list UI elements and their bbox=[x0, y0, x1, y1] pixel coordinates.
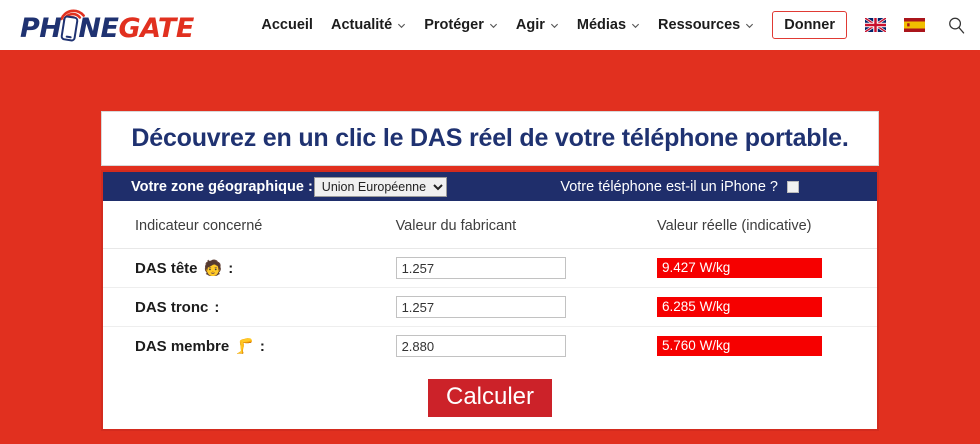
chevron-down-icon bbox=[550, 23, 558, 28]
zone-select[interactable]: Union Européenne bbox=[313, 176, 447, 197]
logo-text-part2: NE bbox=[78, 13, 119, 44]
leg-emoji: 🦵 bbox=[235, 337, 254, 355]
main-navigation: Accueil Actualité Protéger Agir Médias bbox=[152, 11, 966, 39]
chevron-down-icon bbox=[746, 23, 754, 28]
phonegate-logo[interactable]: PH NE GATE bbox=[12, 4, 194, 46]
nav-item-label: Agir bbox=[515, 17, 545, 33]
logo-text-part3: GATE bbox=[118, 13, 194, 44]
real-value-cell: 6.285 W/kg bbox=[657, 287, 877, 327]
zone-label: Votre zone géographique : bbox=[131, 178, 313, 195]
table-row: DAS tête 🧑 : 9.427 W/kg bbox=[103, 248, 877, 288]
site-header: PH NE GATE Accueil Actualité Protéger Ag… bbox=[0, 0, 980, 50]
zone-bar: Votre zone géographique : Union Européen… bbox=[103, 172, 877, 201]
nav-item-ressources[interactable]: Ressources bbox=[658, 17, 754, 33]
phone-icon bbox=[60, 14, 80, 43]
real-value-cell: 5.760 W/kg bbox=[657, 327, 877, 366]
content-wrapper: Découvrez en un clic le DAS réel de votr… bbox=[101, 111, 879, 431]
das-table: Indicateur concerné Valeur du fabricant … bbox=[103, 201, 877, 365]
manufacturer-cell bbox=[395, 327, 657, 366]
chevron-down-icon bbox=[398, 23, 406, 28]
flag-spain-icon[interactable] bbox=[904, 18, 925, 32]
indicator-name: DAS membre 🦵 : bbox=[135, 338, 396, 355]
manufacturer-value-input[interactable] bbox=[395, 335, 566, 357]
nav-item-proteger[interactable]: Protéger bbox=[424, 17, 498, 33]
nav-item-medias[interactable]: Médias bbox=[577, 17, 640, 33]
nav-item-label: Protéger bbox=[424, 17, 484, 33]
nav-item-label: Accueil bbox=[261, 17, 313, 33]
indicator-name: DAS tronc : bbox=[135, 299, 396, 316]
indicator-suffix: : bbox=[214, 298, 220, 316]
calculate-button[interactable]: Calculer bbox=[427, 379, 553, 417]
nav-item-agir[interactable]: Agir bbox=[516, 17, 559, 33]
indicator-cell: DAS tronc : bbox=[103, 287, 396, 327]
table-row: DAS tronc : 6.285 W/kg bbox=[103, 287, 877, 327]
indicator-cell: DAS membre 🦵 : bbox=[103, 327, 396, 366]
table-header-row: Indicateur concerné Valeur du fabricant … bbox=[103, 201, 877, 249]
real-value-badge: 5.760 W/kg bbox=[657, 336, 823, 356]
nav-item-actualite[interactable]: Actualité bbox=[331, 17, 406, 33]
manufacturer-value-input[interactable] bbox=[395, 296, 566, 318]
indicator-label: DAS membre bbox=[135, 337, 230, 355]
column-header-indicator: Indicateur concerné bbox=[103, 201, 396, 249]
indicator-suffix: : bbox=[259, 337, 265, 355]
nav-item-label: Médias bbox=[576, 17, 627, 33]
real-value-cell: 9.427 W/kg bbox=[657, 248, 877, 288]
table-row: DAS membre 🦵 : 5.760 W/kg bbox=[103, 327, 877, 366]
indicator-label: DAS tronc bbox=[135, 298, 209, 316]
calculate-row: Calculer bbox=[103, 365, 877, 417]
iphone-question-group: Votre téléphone est-il un iPhone ? bbox=[560, 179, 855, 195]
hero-section: Découvrez en un clic le DAS réel de votr… bbox=[0, 50, 980, 444]
logo-wordmark: PH NE GATE bbox=[20, 13, 194, 44]
indicator-cell: DAS tête 🧑 : bbox=[103, 248, 396, 288]
manufacturer-value-input[interactable] bbox=[395, 257, 566, 279]
indicator-name: DAS tête 🧑 : bbox=[135, 260, 396, 277]
column-header-real: Valeur réelle (indicative) bbox=[657, 201, 877, 249]
nav-item-label: Actualité bbox=[330, 17, 393, 33]
donate-button[interactable]: Donner bbox=[772, 11, 847, 39]
real-value-badge: 9.427 W/kg bbox=[657, 258, 823, 278]
indicator-suffix: : bbox=[228, 259, 234, 277]
head-emoji: 🧑 bbox=[203, 259, 223, 277]
das-calculator-panel: Votre zone géographique : Union Européen… bbox=[101, 170, 879, 431]
iphone-question-label: Votre téléphone est-il un iPhone ? bbox=[560, 178, 778, 195]
chevron-down-icon bbox=[489, 23, 497, 28]
real-value-badge: 6.285 W/kg bbox=[657, 297, 823, 317]
flag-uk-icon[interactable] bbox=[865, 18, 886, 32]
manufacturer-cell bbox=[395, 248, 658, 288]
page-title: Découvrez en un clic le DAS réel de votr… bbox=[131, 124, 849, 152]
logo-text-part1: PH bbox=[20, 13, 62, 44]
nav-item-label: Ressources bbox=[658, 17, 741, 33]
indicator-label: DAS tête bbox=[135, 259, 198, 277]
column-header-manufacturer: Valeur du fabricant bbox=[395, 201, 658, 249]
search-icon[interactable] bbox=[947, 16, 966, 35]
chevron-down-icon bbox=[631, 23, 640, 28]
title-box: Découvrez en un clic le DAS réel de votr… bbox=[101, 111, 879, 166]
nav-item-accueil[interactable]: Accueil bbox=[261, 17, 313, 33]
manufacturer-cell bbox=[395, 287, 658, 327]
iphone-checkbox[interactable] bbox=[787, 180, 799, 193]
